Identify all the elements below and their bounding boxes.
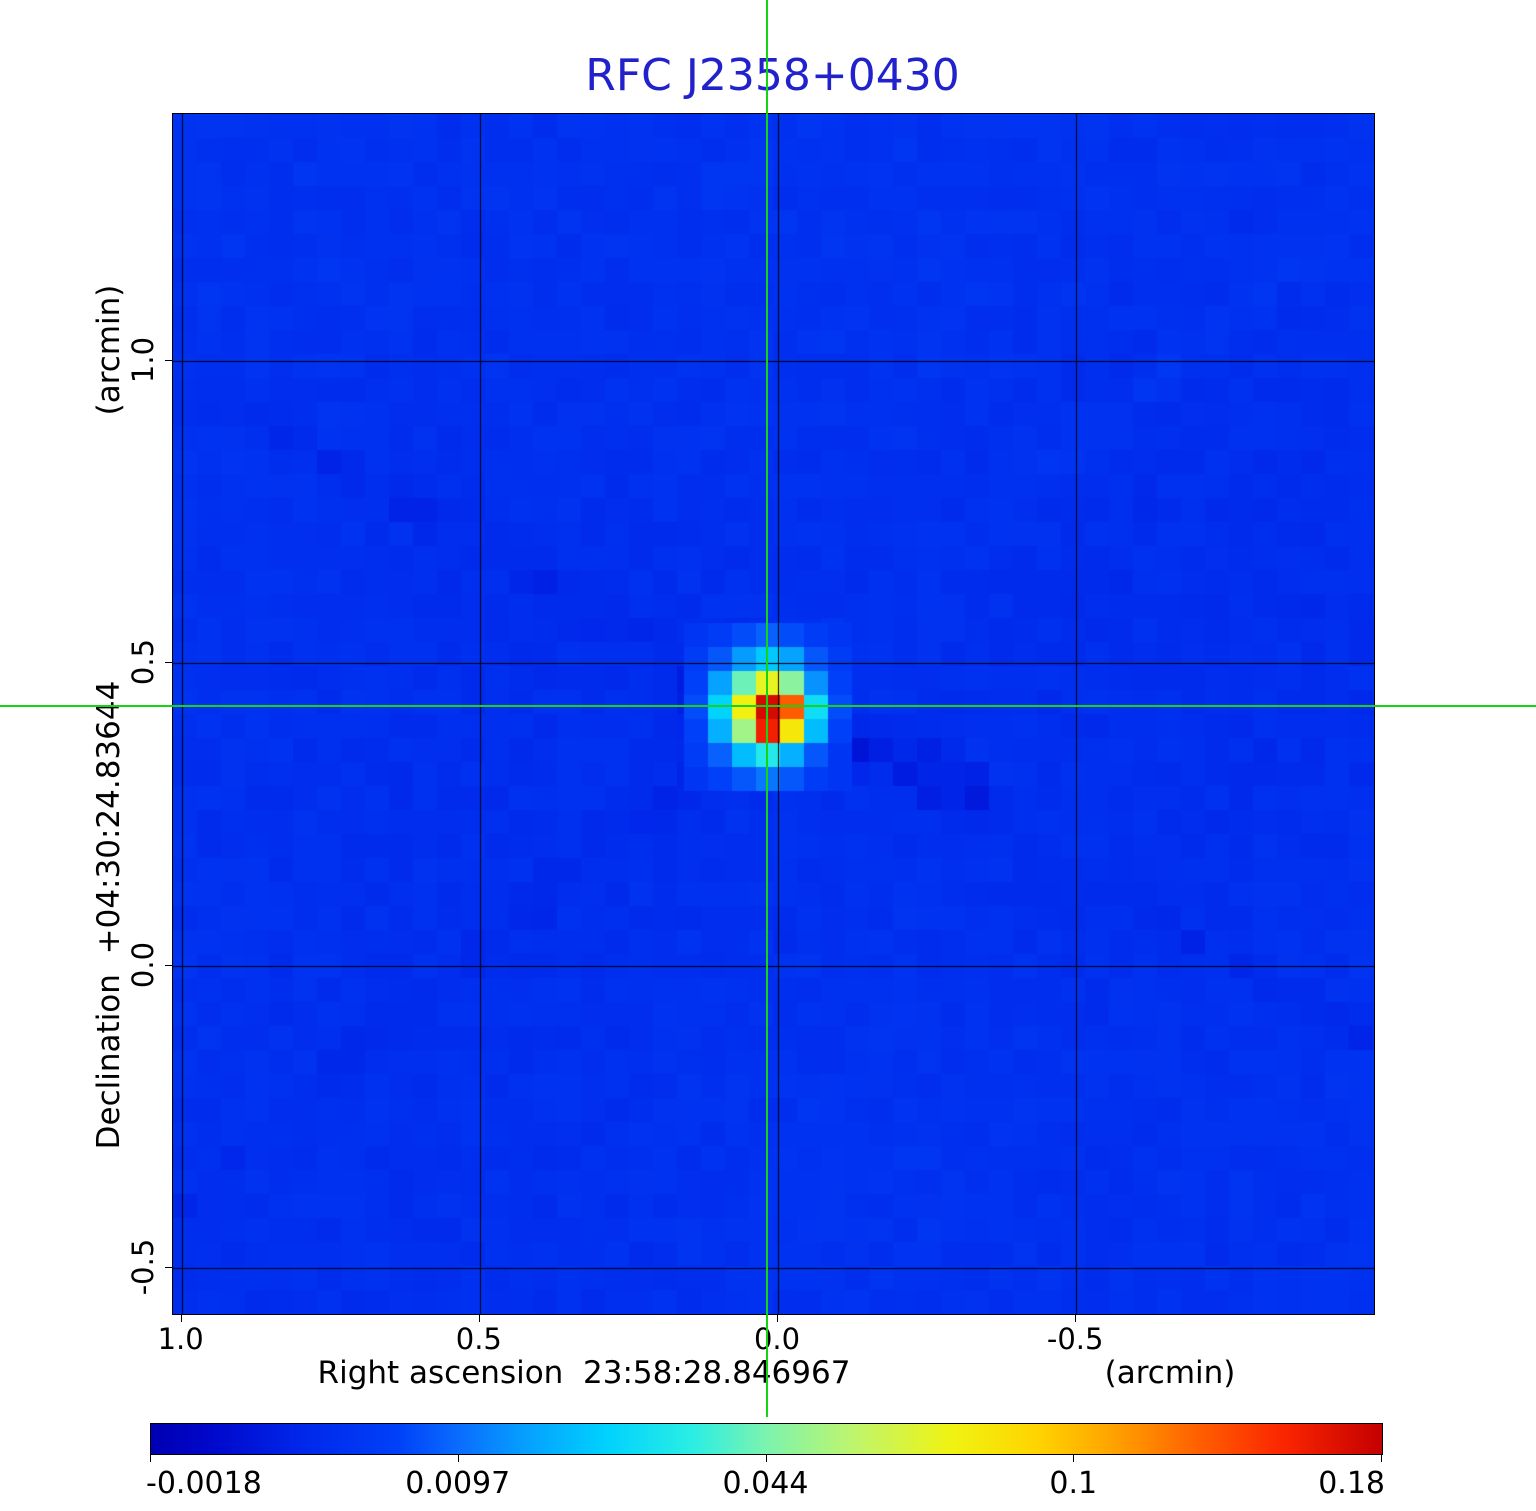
colorbar-tick-label: 0.1 xyxy=(1049,1466,1098,1501)
crosshair-vertical-line xyxy=(765,0,768,1417)
y-tick-label: 1.0 xyxy=(126,336,160,383)
sky-map-canvas xyxy=(173,114,1374,1314)
y-tick-mark xyxy=(165,662,172,664)
x-axis-unit-label: (arcmin) xyxy=(1104,1355,1236,1391)
y-axis-unit-label: (arcmin) xyxy=(91,284,127,416)
x-tick-mark xyxy=(777,1315,778,1322)
colorbar-tick-mark xyxy=(458,1455,459,1462)
colorbar-tick-mark xyxy=(1073,1455,1074,1462)
colorbar-tick-label: 0.044 xyxy=(722,1466,809,1501)
crosshair-horizontal-line xyxy=(0,704,1536,707)
sky-map-plot xyxy=(172,113,1375,1315)
x-tick-label: 0.5 xyxy=(455,1322,502,1356)
y-tick-label: 0.0 xyxy=(126,941,160,988)
x-tick-mark xyxy=(180,1315,182,1322)
colorbar-tick-label: -0.0018 xyxy=(146,1466,262,1501)
x-axis-title: Right ascension 23:58:28.846967 xyxy=(317,1355,851,1391)
x-tick-label: 1.0 xyxy=(157,1322,204,1356)
y-tick-label: 0.5 xyxy=(126,639,160,686)
y-tick-mark xyxy=(165,964,172,966)
x-tick-label: 0.0 xyxy=(753,1322,801,1356)
colorbar-tick-mark xyxy=(150,1455,151,1462)
colorbar xyxy=(150,1423,1383,1455)
x-tick-mark xyxy=(1075,1315,1077,1322)
x-tick-mark xyxy=(478,1315,480,1322)
y-axis-title: Declination +04:30:24.83644 xyxy=(91,680,127,1150)
y-tick-mark xyxy=(165,1267,172,1269)
colorbar-tick-mark xyxy=(766,1455,767,1462)
y-tick-mark xyxy=(165,359,172,361)
x-tick-label: -0.5 xyxy=(1046,1322,1104,1356)
colorbar-tick-mark xyxy=(1381,1455,1382,1462)
page-title: RFC J2358+0430 xyxy=(585,50,960,101)
colorbar-tick-label: 0.0097 xyxy=(405,1466,511,1501)
y-tick-label: -0.5 xyxy=(126,1239,160,1296)
colorbar-tick-label: 0.18 xyxy=(1318,1466,1385,1501)
